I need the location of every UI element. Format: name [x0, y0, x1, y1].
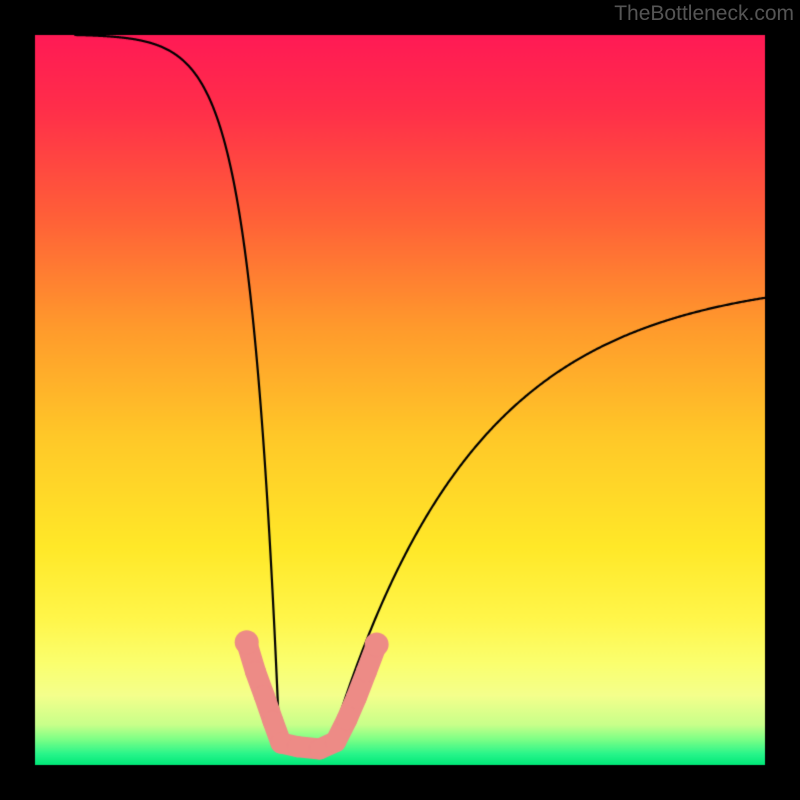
chart-stage: TheBottleneck.com — [0, 0, 800, 800]
watermark-text: TheBottleneck.com — [614, 2, 794, 26]
bottleneck-curve-chart — [0, 0, 800, 800]
